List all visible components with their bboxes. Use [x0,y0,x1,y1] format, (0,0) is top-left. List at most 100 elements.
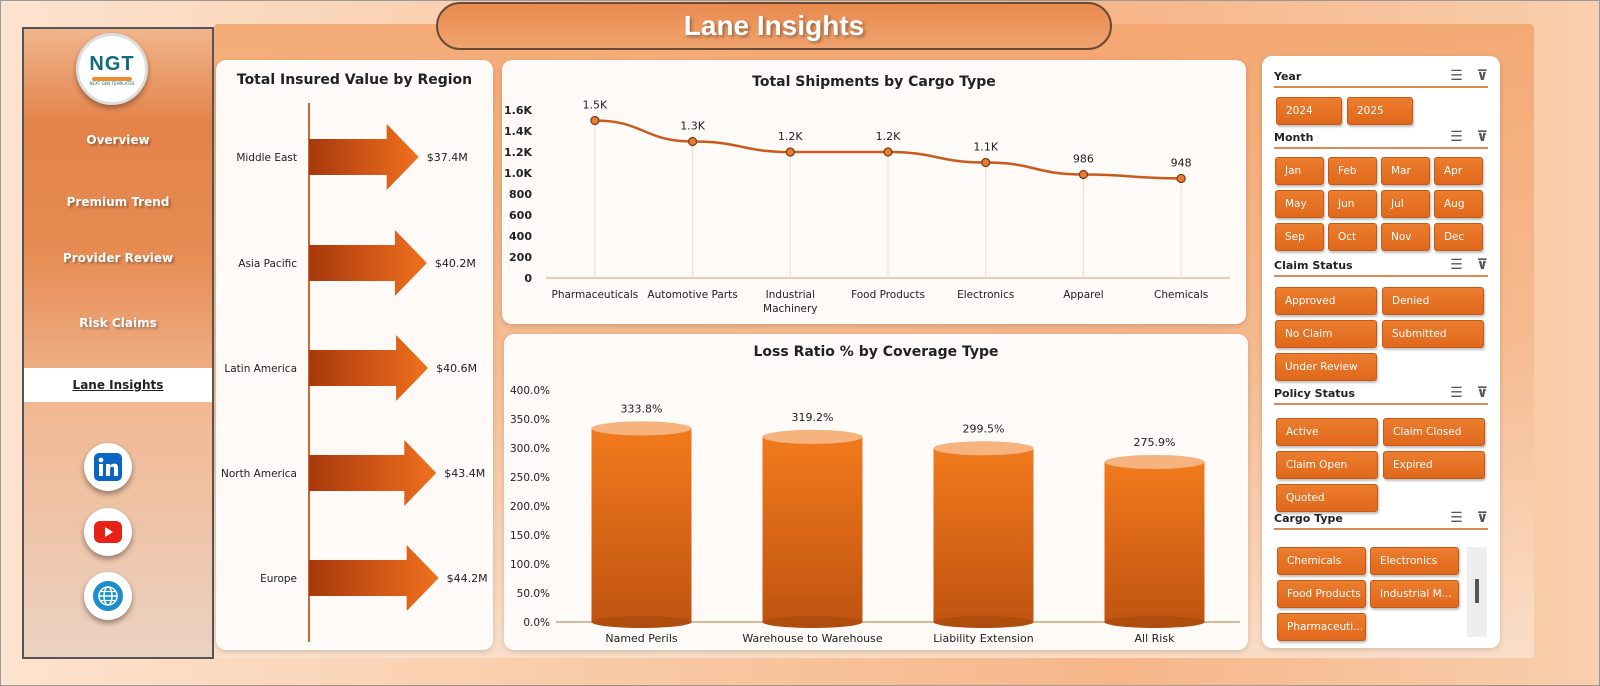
multi-select-icon[interactable]: ☰ [1450,385,1463,401]
claim-status-option-submitted[interactable]: Submitted [1382,320,1484,348]
data-label: 299.5% [963,422,1005,435]
cargo-slicer-scrollbar[interactable] [1467,547,1487,637]
bar-europe [309,545,439,611]
month-option-feb[interactable]: Feb [1328,157,1377,185]
nav-item-lane-insights[interactable]: Lane Insights [24,368,212,402]
nav-label: Lane Insights [72,378,164,392]
x-tick-label: All Risk [1135,632,1176,645]
youtube-icon [94,521,122,543]
bar-base [591,616,692,628]
data-point [1078,169,1089,180]
data-label: 986 [1073,152,1094,165]
bar-top [591,421,692,436]
website-button[interactable] [84,572,132,620]
clear-filter-icon[interactable]: ⊽ [1476,510,1488,526]
linkedin-icon [94,453,122,481]
x-tick-label: Industrial [766,289,815,301]
x-tick-label: Pharmaceuticals [551,289,638,301]
slicer-label: Claim Status [1274,258,1353,272]
policy-status-option-expired[interactable]: Expired [1383,451,1485,479]
claim-status-option-approved[interactable]: Approved [1275,287,1377,315]
youtube-button[interactable] [84,508,132,556]
scrollbar-thumb[interactable] [1475,579,1479,603]
slicer-label: Policy Status [1274,386,1355,400]
month-option-oct[interactable]: Oct [1328,223,1377,251]
claim-status-option-no-claim[interactable]: No Claim [1275,320,1377,348]
clear-filter-icon[interactable]: ⊽ [1476,68,1488,84]
slicer-label: Cargo Type [1274,511,1343,525]
insured-value-chart: Middle East $37.4M Asia Pacific $40.2M Latin… [221,103,488,642]
data-label: $40.6M [436,362,477,375]
bar-base [1104,616,1205,628]
policy-status-option-claim-closed[interactable]: Claim Closed [1383,418,1485,446]
data-point [590,115,600,126]
insured-value-card: Total Insured Value by Region Middle Eas… [216,60,493,650]
data-label: 319.2% [792,411,834,424]
policy-status-option-active[interactable]: Active [1276,418,1378,446]
month-option-sep[interactable]: Sep [1275,223,1324,251]
y-tick-label: 200 [509,251,532,264]
cargo-type-option-chemicals[interactable]: Chemicals [1277,547,1366,575]
chart-title: Total Insured Value by Region [236,72,473,88]
cargo-type-option-pharmaceuti[interactable]: Pharmaceuti... [1277,613,1366,641]
cargo-type-option-industrial-m[interactable]: Industrial M... [1370,580,1459,608]
clear-filter-icon[interactable]: ⊽ [1476,385,1488,401]
y-tick-label: 400 [509,230,532,243]
multi-select-icon[interactable]: ☰ [1450,129,1463,145]
nav-label: Provider Review [62,251,174,265]
month-option-nov[interactable]: Nov [1381,223,1430,251]
category-label: North America [221,468,297,480]
bar-warehouse-to-warehouse [762,436,863,622]
y-tick-label: 0 [524,272,532,285]
bar-latin-america [309,335,429,401]
month-option-aug[interactable]: Aug [1434,190,1483,218]
nav-item-premium-trend[interactable]: Premium Trend [24,185,212,219]
data-label: 1.2K [876,130,901,143]
data-label: $44.2M [447,572,488,585]
year-option-2024[interactable]: 2024 [1276,97,1342,125]
y-tick-label: 100.0% [510,559,550,571]
nav-item-risk-claims[interactable]: Risk Claims [24,306,212,340]
linkedin-button[interactable] [84,443,132,491]
bar-asia-pacific [309,230,427,296]
multi-select-icon[interactable]: ☰ [1450,257,1463,273]
data-label: 1.2K [778,130,803,143]
category-label: Asia Pacific [238,258,297,270]
data-point [687,136,698,147]
logo-subtitle: NEXT GEN TEMPLATES [89,80,135,86]
bar-named-perils [591,428,692,622]
cargo-type-option-food-products[interactable]: Food Products [1277,580,1366,608]
claim-status-option-denied[interactable]: Denied [1382,287,1484,315]
clear-filter-icon[interactable]: ⊽ [1476,129,1488,145]
month-option-dec[interactable]: Dec [1434,223,1483,251]
slicer-label: Year [1274,69,1302,83]
bar-all-risk [1104,461,1205,622]
clear-filter-icon[interactable]: ⊽ [1476,257,1488,273]
data-point [1176,173,1186,184]
claim-status-option-under-review[interactable]: Under Review [1275,353,1377,381]
y-tick-label: 300.0% [510,443,550,455]
bar-base [762,616,863,628]
month-option-jan[interactable]: Jan [1275,157,1324,185]
nav-item-provider-review[interactable]: Provider Review [24,241,212,275]
slicer-header-claim-status: Claim Status ☰ ⊽ [1274,255,1488,277]
year-option-2025[interactable]: 2025 [1347,97,1413,125]
x-tick-label: Apparel [1063,289,1103,301]
multi-select-icon[interactable]: ☰ [1450,68,1463,84]
globe-icon [93,581,123,611]
month-option-apr[interactable]: Apr [1434,157,1483,185]
bar-north-america [309,440,437,506]
policy-status-option-quoted[interactable]: Quoted [1276,484,1378,512]
y-tick-label: 1.2K [504,146,532,159]
month-option-mar[interactable]: Mar [1381,157,1430,185]
page-title-banner: Lane Insights [436,2,1112,50]
slicer-label: Month [1274,130,1314,144]
nav-item-overview[interactable]: Overview [24,123,212,157]
y-tick-label: 150.0% [510,530,550,542]
month-option-jul[interactable]: Jul [1381,190,1430,218]
month-option-may[interactable]: May [1275,190,1324,218]
cargo-type-option-electronics[interactable]: Electronics [1370,547,1459,575]
month-option-jun[interactable]: Jun [1328,190,1377,218]
policy-status-option-claim-open[interactable]: Claim Open [1276,451,1378,479]
multi-select-icon[interactable]: ☰ [1450,510,1463,526]
